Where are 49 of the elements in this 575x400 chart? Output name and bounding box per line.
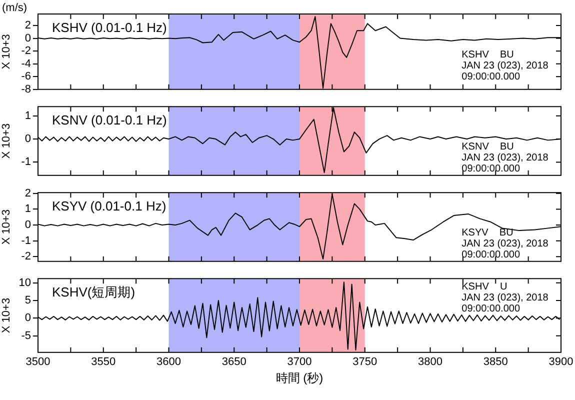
annotation: JAN 23 (023), 2018 — [462, 152, 549, 164]
y-tick-label: 2 — [24, 20, 31, 32]
y-tick-label: 0 — [24, 219, 31, 232]
annotation: JAN 23 (023), 2018 — [462, 292, 549, 304]
annotation: 09:00:00.000 — [462, 163, 520, 174]
y-tick-label: -5 — [21, 330, 31, 342]
x-tick-label: 3700 — [287, 356, 312, 368]
annotation: 09:00:00.000 — [462, 71, 520, 82]
x-tick-label: 3500 — [26, 356, 50, 368]
x-tick-label: 3900 — [548, 356, 574, 368]
text: KSHV (0.01-0.1 Hz) — [52, 20, 167, 35]
annotation: JAN 23 (023), 2018 — [462, 60, 549, 72]
y-axis-title: X 10+3 — [0, 123, 13, 159]
x-axis-title: 時間 (秒) — [276, 371, 324, 386]
x-tick-label: 3750 — [352, 356, 378, 368]
y-tick-label: 1 — [24, 110, 31, 122]
text: KSYV (0.01-0.1 Hz) — [52, 198, 166, 214]
x-tick-label: 3600 — [156, 356, 181, 368]
annotation: KSHV BU — [462, 49, 514, 60]
annotation: KSNV BU — [462, 141, 514, 152]
text: KSHV(短周期) — [52, 284, 136, 300]
x-tick-label: 3550 — [91, 356, 116, 368]
y-tick-label: -2 — [21, 250, 31, 263]
annotation: KSHV U — [462, 281, 508, 292]
y-axis-title: X 10+3 — [0, 209, 13, 245]
y-tick-label: 0 — [24, 312, 31, 324]
y-tick-label: -8 — [21, 83, 31, 96]
y-tick-label: 0 — [24, 133, 31, 146]
text: KSNV (0.01-0.1 Hz) — [52, 112, 167, 128]
y-tick-label: -1 — [21, 234, 31, 247]
annotation: 09:00:00.000 — [462, 249, 520, 260]
annotation: JAN 23 (023), 2018 — [462, 238, 549, 250]
x-tick-label: 3650 — [222, 356, 246, 368]
x-tick-label: 3850 — [483, 356, 508, 368]
y-tick-label: 2 — [24, 187, 31, 200]
x-tick-label: 3800 — [418, 356, 442, 368]
y-axis-title: X 10+3 — [0, 298, 13, 334]
y-tick-label: -2 — [21, 45, 31, 58]
y-tick-label: 1 — [24, 203, 31, 216]
chart-subtitle: (m/s) — [2, 2, 28, 14]
y-tick-label: 5 — [24, 294, 31, 307]
y-tick-label: -1 — [21, 156, 31, 168]
y-tick-label: -6 — [21, 70, 31, 83]
annotation: KSYV BU — [462, 227, 514, 238]
annotation: 09:00:00.000 — [462, 303, 520, 314]
y-tick-label: 10 — [18, 276, 31, 289]
y-tick-label: 0 — [24, 32, 31, 44]
y-tick-label: -4 — [21, 58, 31, 70]
y-axis-title: X 10+3 — [0, 34, 13, 70]
